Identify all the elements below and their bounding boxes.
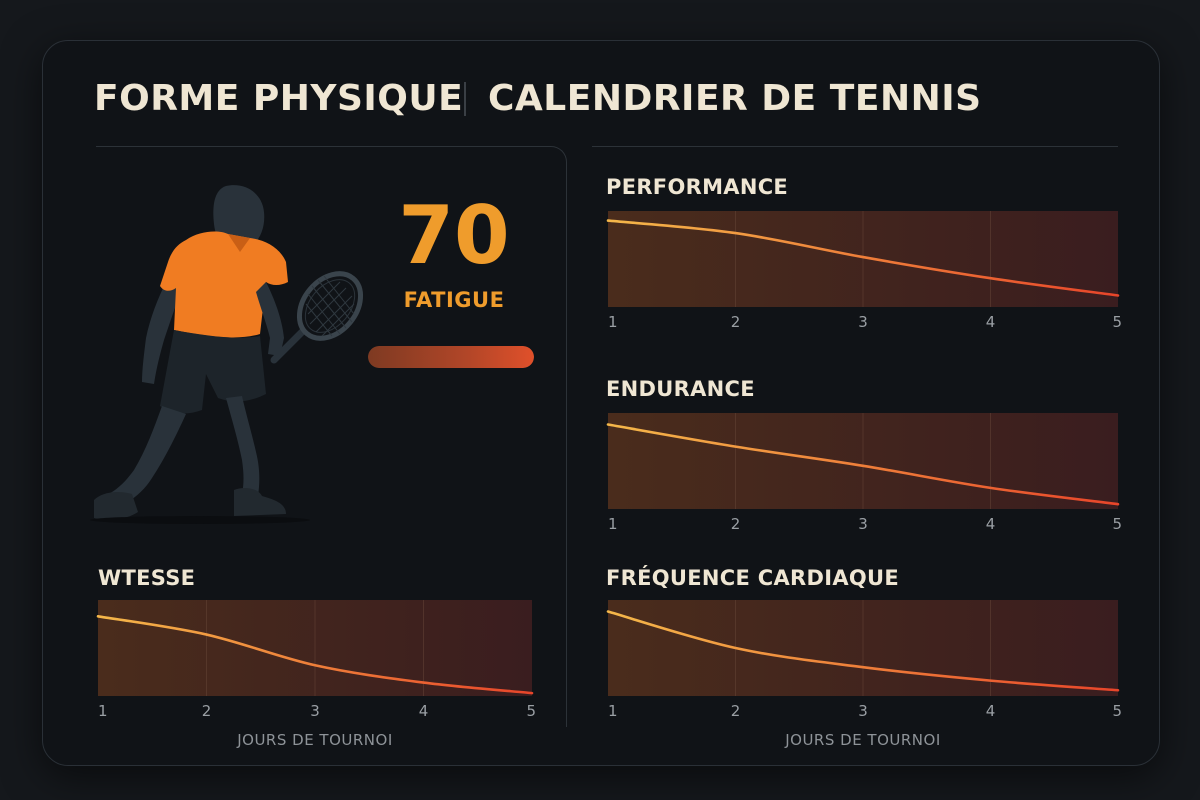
x-tick-label: 3	[858, 313, 868, 331]
x-tick-label: 2	[731, 702, 741, 720]
x-tick-label: 4	[419, 702, 429, 720]
x-axis-label: JOURS DE TOURNOI	[237, 731, 393, 749]
series-line	[606, 219, 1120, 297]
vitesse-chart: 1 2 3 4 5	[96, 600, 536, 720]
x-tick-label: 5	[1112, 515, 1122, 533]
frequence-cardiaque-chart: 1 2 3 4 5	[606, 600, 1122, 720]
series-line	[96, 615, 534, 695]
x-tick-label: 2	[731, 313, 741, 331]
chart-title-frequence-cardiaque: FRÉQUENCE CARDIAQUE	[606, 566, 900, 590]
x-tick-label: 3	[310, 702, 320, 720]
fatigue-label: FATIGUE	[403, 288, 505, 312]
page-subtitle: CALENDRIER DE TENNIS	[488, 78, 982, 119]
tennis-racket-icon	[270, 271, 364, 364]
x-tick-label: 1	[608, 313, 618, 331]
chart-title-performance: PERFORMANCE	[606, 175, 789, 199]
performance-chart: 1 2 3 4 5	[606, 211, 1122, 331]
x-tick-label: 4	[986, 313, 996, 331]
fatigue-value: 70	[398, 189, 510, 282]
plot-area	[98, 600, 532, 696]
series-line	[606, 423, 1120, 506]
title-divider	[464, 82, 466, 116]
x-tick-label: 4	[986, 515, 996, 533]
divider	[592, 146, 1118, 147]
endurance-chart: 1 2 3 4 5	[606, 413, 1122, 533]
fatigue-bar	[368, 346, 534, 368]
x-tick-label: 5	[1112, 702, 1122, 720]
x-tick-label: 5	[526, 702, 536, 720]
plot-area	[608, 600, 1118, 696]
fatigue-bar-fill	[368, 346, 534, 368]
x-tick-label: 5	[1112, 313, 1122, 331]
x-tick-label: 2	[202, 702, 212, 720]
player-panel	[96, 146, 567, 727]
tennis-player-icon	[90, 185, 364, 524]
x-tick-label: 1	[608, 515, 618, 533]
x-tick-label: 3	[858, 515, 868, 533]
x-tick-label: 1	[608, 702, 618, 720]
x-tick-label: 3	[858, 702, 868, 720]
x-tick-label: 1	[98, 702, 108, 720]
x-axis-label: JOURS DE TOURNOI	[785, 731, 941, 749]
chart-title-endurance: ENDURANCE	[606, 377, 755, 401]
x-tick-label: 4	[986, 702, 996, 720]
x-tick-label: 2	[731, 515, 741, 533]
series-line	[606, 610, 1120, 692]
chart-title-vitesse: WTESSE	[98, 566, 196, 590]
page-title: FORME PHYSIQUE	[94, 78, 464, 119]
